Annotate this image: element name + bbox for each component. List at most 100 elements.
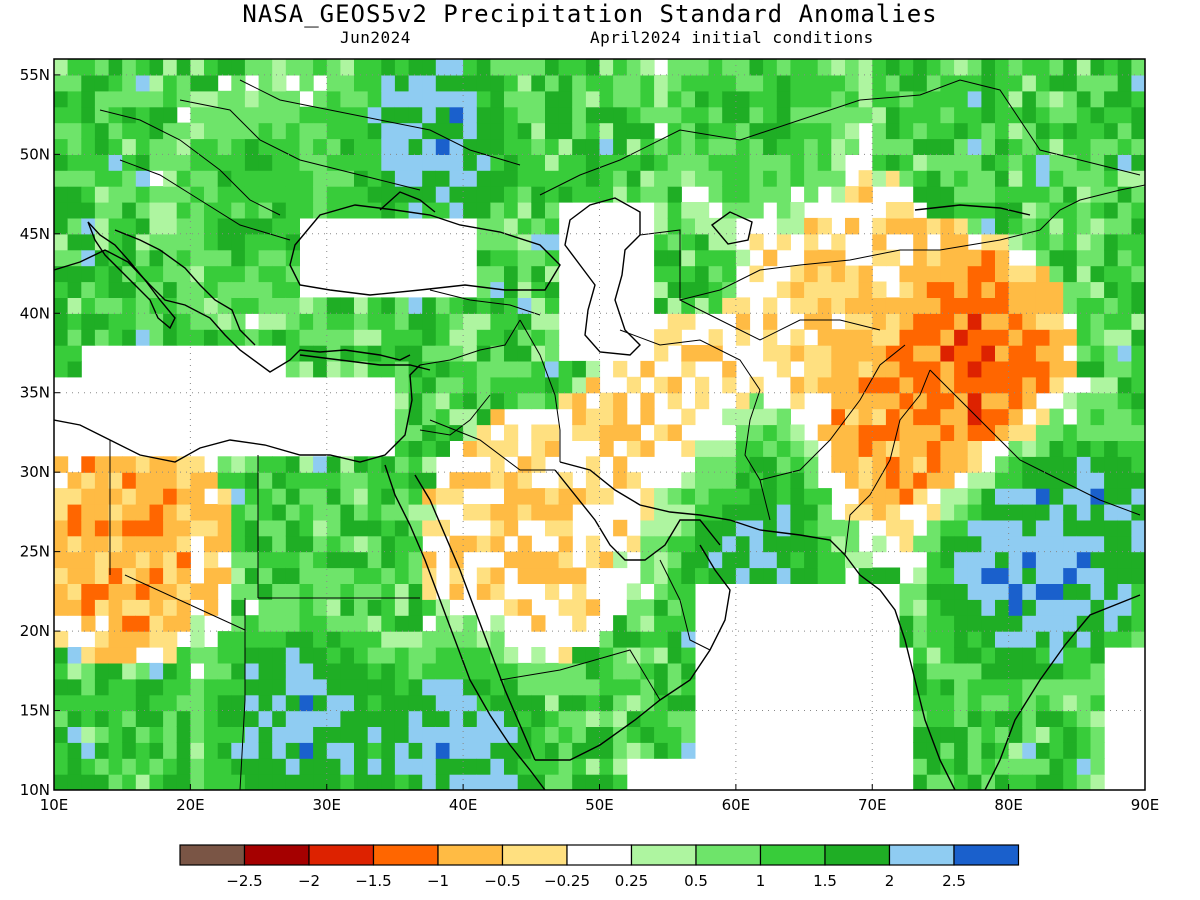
anomaly-cell	[354, 170, 369, 187]
anomaly-cell	[1076, 551, 1091, 569]
anomaly-cell	[1090, 74, 1105, 92]
anomaly-cell	[1131, 519, 1145, 537]
anomaly-cell	[463, 742, 478, 759]
anomaly-cell	[967, 154, 982, 171]
anomaly-cell	[695, 456, 710, 473]
colorbar-swatch	[695, 844, 762, 866]
anomaly-cell	[285, 122, 300, 140]
anomaly-cell	[1090, 758, 1105, 775]
anomaly-cell	[531, 567, 546, 584]
anomaly-cell	[1049, 202, 1064, 219]
anomaly-cell	[967, 249, 982, 267]
anomaly-cell	[1090, 138, 1105, 155]
anomaly-cell	[681, 504, 696, 521]
anomaly-cell	[763, 249, 778, 267]
anomaly-cell	[558, 186, 573, 203]
anomaly-cell	[204, 138, 219, 155]
anomaly-cell	[1131, 90, 1145, 108]
anomaly-cell	[354, 567, 369, 584]
anomaly-cell	[681, 122, 696, 140]
anomaly-cell	[1008, 742, 1023, 759]
anomaly-cell	[54, 297, 69, 314]
anomaly-cell	[108, 583, 123, 600]
anomaly-cell	[545, 345, 560, 362]
anomaly-cell	[94, 74, 110, 92]
anomaly-cell	[926, 551, 941, 569]
anomaly-cell	[449, 90, 464, 108]
anomaly-cell	[531, 249, 546, 267]
anomaly-cell	[476, 138, 491, 155]
anomaly-cell	[394, 551, 410, 569]
anomaly-cell	[217, 138, 232, 155]
anomaly-cell	[585, 535, 601, 553]
coast-crimea	[379, 191, 436, 213]
anomaly-cell	[176, 758, 191, 775]
anomaly-cell	[640, 599, 655, 616]
anomaly-cell	[1049, 567, 1064, 584]
anomaly-cell	[1035, 774, 1051, 790]
anomaly-cell	[899, 583, 914, 600]
anomaly-cell	[490, 631, 505, 648]
anomaly-cell	[899, 408, 914, 426]
anomaly-cell	[763, 106, 778, 124]
anomaly-cell	[244, 186, 260, 203]
anomaly-cell	[231, 186, 246, 203]
anomaly-cell	[845, 440, 860, 457]
anomaly-cell	[394, 774, 410, 790]
anomaly-cell	[135, 138, 150, 155]
anomaly-cell	[517, 599, 532, 616]
anomaly-cell	[913, 758, 928, 775]
anomaly-cell	[272, 551, 287, 569]
anomaly-cell	[122, 694, 137, 712]
coast-red-sea-west	[384, 464, 511, 746]
anomaly-cell	[463, 202, 478, 219]
anomaly-cell	[1076, 281, 1091, 298]
anomaly-cell	[135, 186, 150, 203]
anomaly-cell	[204, 74, 219, 92]
anomaly-cell	[1049, 376, 1064, 394]
anomaly-cell	[954, 202, 969, 219]
anomaly-cell	[135, 59, 150, 76]
anomaly-cell	[231, 265, 246, 283]
anomaly-cell	[381, 615, 396, 632]
anomaly-cell	[422, 408, 437, 426]
anomaly-cell	[54, 281, 69, 298]
anomaly-cell	[422, 662, 437, 680]
anomaly-cell	[422, 74, 437, 92]
anomaly-cell	[572, 59, 587, 76]
anomaly-cell	[1117, 265, 1132, 283]
anomaly-cell	[176, 742, 191, 759]
anomaly-cell	[135, 329, 150, 346]
anomaly-cell	[995, 265, 1010, 283]
anomaly-cell	[258, 710, 273, 727]
anomaly-cell	[476, 726, 491, 743]
anomaly-cell	[981, 472, 996, 489]
anomaly-cell	[340, 122, 355, 140]
anomaly-cell	[640, 710, 655, 727]
anomaly-cell	[926, 90, 941, 108]
anomaly-cell	[135, 488, 150, 505]
anomaly-cell	[967, 59, 982, 76]
anomaly-cell	[995, 154, 1010, 171]
anomaly-cell	[244, 488, 260, 505]
anomaly-cell	[54, 519, 69, 537]
anomaly-cell	[435, 138, 450, 155]
anomaly-cell	[967, 662, 982, 680]
anomaly-cell	[967, 567, 982, 584]
anomaly-cell	[326, 615, 341, 632]
anomaly-cell	[435, 742, 450, 759]
anomaly-cell	[1022, 567, 1037, 584]
anomaly-cell	[1090, 90, 1105, 108]
anomaly-cell	[954, 408, 969, 426]
anomaly-cell	[558, 551, 573, 569]
anomaly-cell	[626, 74, 641, 92]
anomaly-cell	[967, 186, 982, 203]
anomaly-cell	[299, 138, 314, 155]
anomaly-cell	[804, 281, 819, 298]
anomaly-cell	[340, 297, 355, 314]
anomaly-cell	[108, 122, 123, 140]
anomaly-cell	[1049, 408, 1064, 426]
anomaly-cell	[558, 59, 573, 76]
anomaly-cell	[449, 392, 464, 410]
anomaly-cell	[1131, 217, 1145, 235]
